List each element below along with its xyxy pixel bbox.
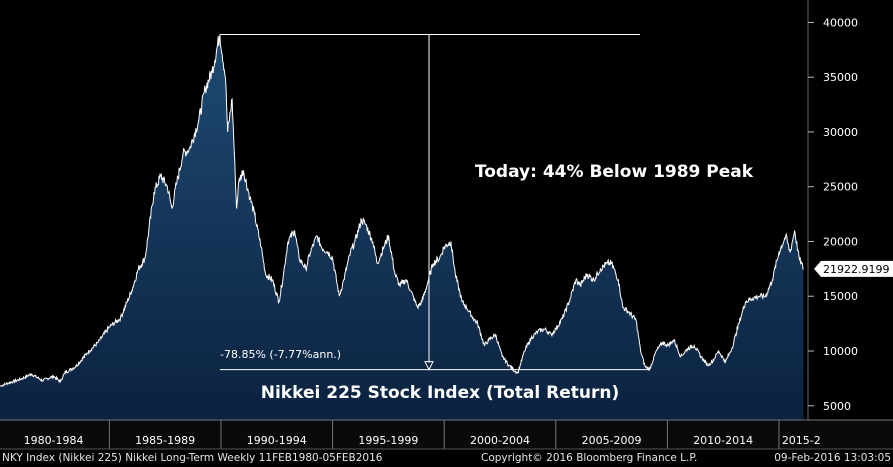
y-tick-label: 5000: [823, 400, 851, 413]
x-tick-label: 1995-1999: [358, 434, 418, 447]
footer-right: 09-Feb-2016 13:03:05: [774, 452, 891, 464]
series-line: [0, 34, 804, 388]
headline-annotation: Today: 44% Below 1989 Peak: [475, 162, 754, 182]
drawdown-arrowhead: [424, 361, 434, 371]
last-value-tag: 21922.9199: [814, 260, 893, 277]
series-area: [0, 34, 804, 420]
x-tick-label: 2015-2: [782, 434, 821, 447]
x-tick-label: 2005-2009: [582, 434, 642, 447]
x-tick-label: 1990-1994: [247, 434, 307, 447]
y-tick-label: 15000: [823, 290, 858, 303]
footer-left: NKY Index (Nikkei 225) Nikkei Long-Term …: [2, 452, 383, 464]
x-tick-label: 1980-1984: [24, 434, 84, 447]
x-tick-label: 2000-2004: [470, 434, 530, 447]
y-tick-label: 25000: [823, 181, 858, 194]
chart-title: Nikkei 225 Stock Index (Total Return): [261, 383, 620, 403]
x-tick-label: 2010-2014: [693, 434, 753, 447]
x-axis-band: [0, 420, 893, 449]
y-tick-label: 20000: [823, 235, 858, 248]
drawdown-label: -78.85% (-7.77%ann.): [220, 348, 341, 361]
last-value-label: 21922.9199: [823, 263, 889, 276]
y-tick-label: 10000: [823, 345, 858, 358]
y-tick-label: 35000: [823, 71, 858, 84]
footer-middle: Copyright© 2016 Bloomberg Finance L.P.: [481, 452, 697, 464]
y-tick-label: 30000: [823, 126, 858, 139]
y-tick-label: 40000: [823, 16, 858, 29]
x-tick-label: 1985-1989: [135, 434, 195, 447]
